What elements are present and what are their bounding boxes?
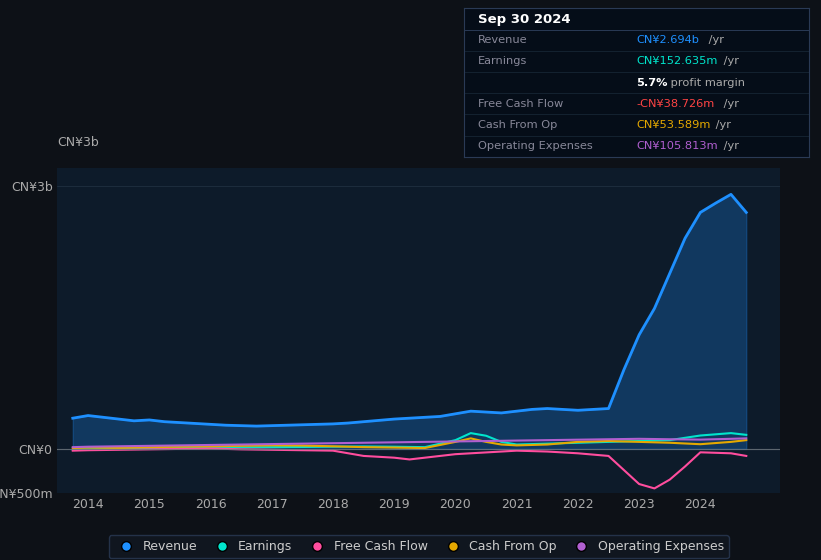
Text: Sep 30 2024: Sep 30 2024 xyxy=(478,12,571,26)
Text: CN¥2.694b: CN¥2.694b xyxy=(636,35,699,45)
Text: Earnings: Earnings xyxy=(478,57,527,67)
Text: Revenue: Revenue xyxy=(478,35,527,45)
Text: CN¥53.589m: CN¥53.589m xyxy=(636,120,711,130)
Text: /yr: /yr xyxy=(720,141,739,151)
Text: /yr: /yr xyxy=(720,57,739,67)
Text: Free Cash Flow: Free Cash Flow xyxy=(478,99,563,109)
Text: Operating Expenses: Operating Expenses xyxy=(478,141,593,151)
Text: CN¥152.635m: CN¥152.635m xyxy=(636,57,718,67)
Text: /yr: /yr xyxy=(720,99,739,109)
Text: 5.7%: 5.7% xyxy=(636,78,667,87)
Text: /yr: /yr xyxy=(704,35,723,45)
Text: -CN¥38.726m: -CN¥38.726m xyxy=(636,99,714,109)
Text: profit margin: profit margin xyxy=(667,78,745,87)
Legend: Revenue, Earnings, Free Cash Flow, Cash From Op, Operating Expenses: Revenue, Earnings, Free Cash Flow, Cash … xyxy=(108,535,729,558)
Text: Cash From Op: Cash From Op xyxy=(478,120,557,130)
Text: CN¥3b: CN¥3b xyxy=(57,136,99,148)
Text: /yr: /yr xyxy=(712,120,732,130)
Text: CN¥105.813m: CN¥105.813m xyxy=(636,141,718,151)
